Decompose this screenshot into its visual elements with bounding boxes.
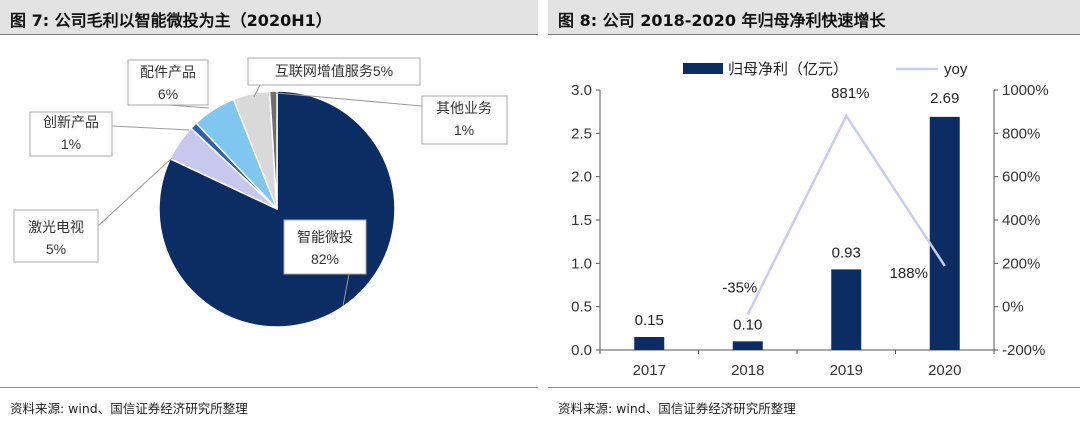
pie-leader-line-1 [97, 157, 173, 227]
pie-label-name-5: 其他业务 [436, 100, 492, 116]
left-tick-label-6: 3.0 [571, 82, 592, 99]
pie-leader-line-0 [342, 273, 350, 307]
left-tick-label-0: 0.0 [571, 342, 592, 359]
pie-label-value-2: 1% [61, 136, 81, 152]
left-tick-label-2: 1.0 [571, 255, 592, 272]
bar-panel: 图 8: 公司 2018-2020 年归母净利快速增长 0.0 0.5 1.0 1.5… [548, 0, 1080, 426]
bar-value-label-2017: 0.15 [635, 312, 664, 329]
pie-label-value-3: 6% [158, 86, 178, 102]
right-tick-label-0: -200% [1002, 342, 1045, 359]
pie-chart: 智能微投 82% 激光电视 5% 创新产品 1% 配件产品 6% 互联网增值服务5% 其他业务 1% [13, 57, 508, 328]
legend-bar-swatch [683, 63, 723, 74]
pie-leader-line-2 [111, 125, 190, 131]
pie-label-value-1: 5% [46, 241, 66, 257]
right-tick-label-5: 800% [1002, 125, 1040, 142]
left-tick-label-4: 2.0 [571, 169, 592, 186]
pie-label-name-3: 配件产品 [140, 64, 196, 80]
left-tick-label-1: 0.5 [571, 299, 592, 316]
bar-figure-title: 图 8: 公司 2018-2020 年归母净利快速增长 [558, 11, 886, 30]
bar-source-note: 资料来源: wind、国信证券经济研究所整理 [558, 401, 796, 416]
pie-label-name-0: 智能微投 [297, 229, 353, 245]
pie-label-box-2 [29, 111, 113, 157]
legend-line-label: yoy [944, 61, 968, 78]
bar-2020 [929, 116, 960, 350]
pie-leader-line-5 [275, 92, 423, 107]
x-tick-label-2: 2019 [830, 362, 863, 379]
left-tick-label-5: 2.5 [571, 125, 592, 142]
bar-2017 [634, 337, 665, 350]
pie-label-box-0 [283, 219, 367, 275]
x-tick-label-3: 2020 [928, 362, 961, 379]
bar-value-label-2018: 0.10 [733, 316, 762, 333]
pie-label-box-4 [247, 57, 421, 86]
pie-label-box-5 [421, 95, 508, 145]
pie-label-value-5: 1% [454, 122, 474, 138]
pie-label-name-1: 激光电视 [28, 219, 84, 235]
yoy-value-label-2018: -35% [722, 279, 757, 296]
bar-value-label-2019: 0.93 [832, 244, 861, 261]
pie-leader-line-4 [253, 84, 261, 98]
pie-bottom-rule [0, 387, 538, 388]
pie-label-box-1 [13, 209, 99, 263]
bar-bottom-rule [548, 387, 1080, 388]
pie-source-note: 资料来源: wind、国信证券经济研究所整理 [10, 401, 248, 416]
bar-2019 [831, 269, 862, 350]
right-tick-label-4: 600% [1002, 169, 1040, 186]
pie-label-value-0: 82% [311, 251, 339, 267]
yoy-value-label-2019: 881% [831, 85, 869, 102]
bar-value-label-2020: 2.69 [930, 90, 959, 107]
bar-2018 [732, 341, 763, 350]
pie-figure-title: 图 7: 公司毛利以智能微投为主（2020H1） [10, 11, 332, 30]
x-tick-label-0: 2017 [633, 362, 666, 379]
pie-label-name-2: 创新产品 [43, 114, 99, 130]
pie-label-4: 互联网增值服务5% [275, 63, 393, 79]
pie-slice-5 [268, 90, 278, 210]
right-tick-label-2: 200% [1002, 255, 1040, 272]
left-tick-label-3: 1.5 [571, 212, 592, 229]
yoy-line [746, 113, 946, 315]
bar-line-chart: 0.0 0.5 1.0 1.5 2.0 2.5 3.0 -200% 0% 200% 400% 600%… [571, 61, 1049, 379]
right-tick-label-3: 400% [1002, 212, 1040, 229]
pie-label-box-3 [127, 59, 209, 106]
pie-panel: 图 7: 公司毛利以智能微投为主（2020H1） 智能微投 82% 激光电视 5% 创新… [0, 0, 538, 426]
right-tick-label-6: 1000% [1002, 82, 1049, 99]
x-tick-label-1: 2018 [731, 362, 764, 379]
yoy-value-label-2020: 188% [890, 265, 928, 282]
bar-title-bar: 图 8: 公司 2018-2020 年归母净利快速增长 [548, 0, 1080, 35]
legend-bar-label: 归母净利（亿元） [728, 61, 848, 78]
right-tick-label-1: 0% [1002, 299, 1024, 316]
pie-title-bar: 图 7: 公司毛利以智能微投为主（2020H1） [0, 0, 538, 35]
